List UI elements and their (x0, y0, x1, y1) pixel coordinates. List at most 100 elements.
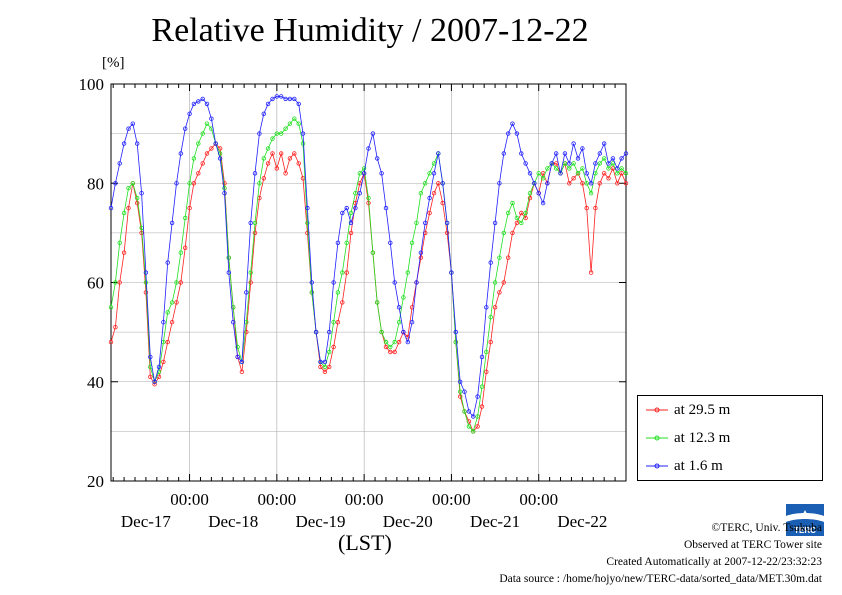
data-point (309, 290, 314, 295)
data-point (527, 195, 533, 201)
data-point (252, 220, 258, 226)
data-point (562, 151, 568, 156)
data-point (610, 156, 616, 161)
data-point (488, 315, 493, 320)
data-point (134, 141, 140, 146)
data-point (200, 131, 205, 136)
data-point (143, 290, 149, 295)
data-point (401, 329, 406, 335)
data-point (226, 255, 231, 260)
data-point (126, 185, 131, 191)
data-point (261, 156, 266, 161)
data-point (296, 121, 301, 126)
data-point (606, 166, 611, 171)
data-point (239, 359, 245, 365)
data-point (484, 305, 489, 310)
data-point (405, 339, 410, 345)
data-point (418, 250, 424, 255)
data-point (226, 270, 231, 275)
data-point (558, 171, 563, 176)
data-point (436, 181, 441, 186)
data-point (113, 280, 118, 285)
x-tick-label: 00:00 (257, 490, 296, 509)
data-point (318, 359, 323, 365)
data-point (514, 131, 520, 136)
data-point (510, 121, 515, 126)
data-point (418, 255, 424, 260)
data-point (571, 176, 576, 181)
data-point (283, 96, 288, 102)
data-point (283, 171, 288, 176)
data-point (335, 240, 341, 245)
data-point (388, 240, 393, 245)
data-point (458, 394, 463, 399)
data-point (361, 166, 367, 171)
data-point (458, 379, 463, 384)
y-tick-label: 100 (79, 75, 105, 94)
data-point (279, 151, 284, 156)
data-point (462, 389, 467, 394)
data-point (357, 171, 362, 176)
data-point (235, 354, 240, 360)
data-point (121, 141, 127, 146)
data-point (567, 166, 572, 171)
data-point (178, 151, 183, 156)
data-point (348, 230, 354, 236)
series-2 (108, 94, 629, 419)
data-point (383, 339, 389, 345)
data-point (580, 146, 585, 151)
data-point (383, 205, 389, 211)
data-point (139, 190, 144, 196)
data-point (540, 176, 546, 181)
data-point (204, 101, 210, 107)
series-0 (108, 141, 629, 434)
data-point (283, 126, 288, 131)
x-axis-label: (LST) (338, 530, 392, 555)
data-point (287, 121, 293, 126)
data-point (602, 141, 607, 146)
data-point (292, 96, 297, 102)
data-point (309, 280, 314, 285)
data-point (322, 359, 328, 365)
x-tick-label: 00:00 (345, 490, 384, 509)
data-point (187, 205, 192, 211)
data-point (580, 181, 585, 186)
data-point (178, 280, 183, 285)
data-point (331, 280, 336, 285)
data-point (182, 126, 188, 131)
data-point (388, 344, 393, 350)
data-point (169, 220, 175, 226)
data-point (148, 374, 153, 379)
data-point (108, 339, 114, 345)
data-point (475, 394, 480, 399)
data-point (130, 121, 135, 126)
data-point (340, 210, 345, 216)
data-point (196, 99, 201, 104)
data-point (523, 210, 528, 216)
data-point (379, 171, 384, 176)
data-point (392, 280, 397, 285)
data-point (527, 171, 533, 176)
data-point (575, 156, 581, 161)
data-point (602, 156, 607, 161)
x-tick-label: 00:00 (519, 490, 558, 509)
data-point (519, 210, 524, 216)
data-point (270, 96, 275, 102)
data-point (466, 424, 472, 429)
data-point (230, 305, 236, 310)
data-point (209, 116, 214, 121)
data-point (169, 300, 175, 305)
data-point (532, 181, 537, 186)
data-point (327, 349, 332, 355)
data-point (375, 156, 380, 161)
data-point (501, 230, 506, 236)
data-point (388, 349, 393, 355)
series-line (110, 96, 627, 418)
x-date-label: Dec-18 (208, 512, 258, 531)
data-point (383, 344, 389, 350)
data-point (506, 131, 511, 136)
data-point (462, 409, 467, 414)
data-point (274, 131, 279, 136)
data-point (440, 181, 445, 186)
data-point (501, 151, 506, 156)
